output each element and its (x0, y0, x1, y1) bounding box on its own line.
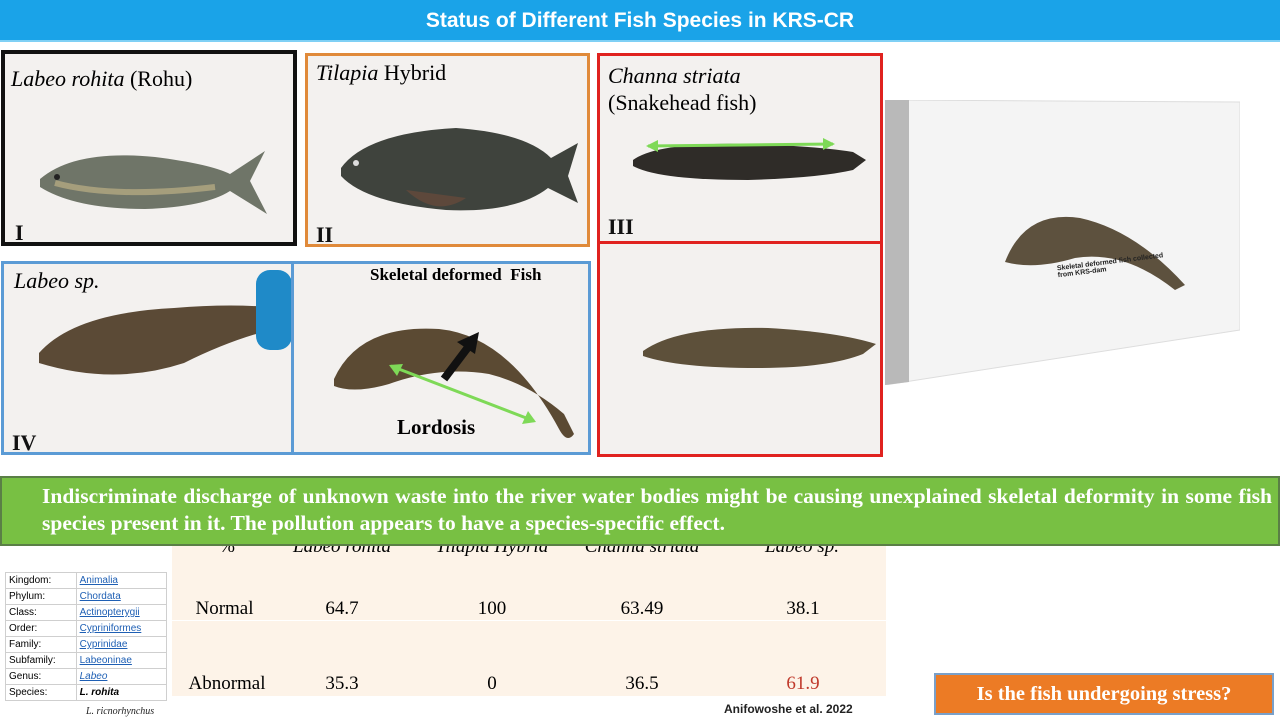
taxonomy-key: Phylum: (5, 588, 77, 605)
panel-label: Labeo rohita (Rohu) (11, 66, 193, 91)
status-table: % Labeo rohita Tilapia Hybrid Channa str… (172, 536, 886, 696)
taxonomy-link[interactable]: Labeo (75, 668, 168, 685)
panel-labeo-sp: Labeo sp. Skeletal deformed Fish Lordosi… (1, 261, 591, 455)
taxonomy-link[interactable]: Actinopterygii (75, 604, 168, 621)
snakehead-fish-image-2 (643, 327, 876, 368)
summary-banner: Indiscriminate discharge of unknown wast… (0, 476, 1280, 546)
panel-tilapia: Tilapia Hybrid II (305, 53, 590, 247)
taxonomy-link[interactable]: Labeoninae (75, 652, 168, 669)
deformed-fish-image (334, 328, 574, 438)
taxonomy-table: Kingdom: Animalia Phylum: Chordata Class: A… (5, 572, 168, 701)
taxonomy-link[interactable]: Chordata (75, 588, 168, 605)
panel-number: I (15, 220, 24, 245)
taxonomy-row: Order: Cypriniformes (5, 620, 168, 637)
cell-abnormal-labeo-sp: 61.9 (786, 673, 820, 694)
cell-normal-labeo-sp: 38.1 (786, 598, 820, 619)
row-label-normal: Normal (195, 598, 254, 619)
taxonomy-caption: L. ricnorhynchus (86, 706, 155, 717)
taxonomy-value: L. rohita (75, 684, 168, 701)
snakehead-fish-image (633, 138, 866, 180)
cell-normal-labeo-rohita: 64.7 (325, 598, 359, 619)
taxonomy-row: Family: Cyprinidae (5, 636, 168, 653)
taxonomy-row: Class: Actinopterygii (5, 604, 168, 621)
cell-abnormal-channa: 36.5 (625, 673, 659, 694)
taxonomy-row: Species: L. rohita (5, 684, 168, 701)
taxonomy-key: Genus: (5, 668, 77, 685)
panel-number: II (316, 222, 334, 247)
taxonomy-row: Subfamily: Labeoninae (5, 652, 168, 669)
taxonomy-link[interactable]: Cypriniformes (75, 620, 168, 637)
cell-abnormal-tilapia: 0 (487, 673, 497, 694)
taxonomy-key: Species: (5, 684, 77, 701)
cell-normal-tilapia: 100 (477, 598, 507, 619)
panel-number: III (608, 214, 634, 239)
deformed-fish-title: Skeletal deformed Fish (370, 265, 542, 284)
taxonomy-link[interactable]: Cyprinidae (75, 636, 168, 653)
panel-label: Tilapia Hybrid (316, 60, 447, 85)
panel-label: Labeo sp. (14, 268, 100, 293)
panel-channa-striata: Channa striata (Snakehead fish) III (597, 53, 883, 457)
panel-labeo-rohita: Labeo rohita (Rohu) I (1, 50, 297, 246)
deformed-fish-photo: Skeletal deformed fish collected from KR… (884, 99, 1241, 386)
row-separator (172, 620, 886, 621)
image-divider (291, 264, 294, 452)
taxonomy-row: Kingdom: Animalia (5, 572, 168, 589)
taxonomy-key: Class: (5, 604, 77, 621)
taxonomy-row: Genus: Labeo (5, 668, 168, 685)
panel-divider (600, 241, 880, 244)
panel-number: IV (12, 430, 37, 455)
cell-normal-channa: 63.49 (620, 598, 664, 619)
row-label-abnormal: Abnormal (188, 673, 266, 694)
cell-abnormal-labeo-rohita: 35.3 (325, 673, 359, 694)
rohu-fish-image (40, 151, 267, 214)
taxonomy-key: Order: (5, 620, 77, 637)
taxonomy-row: Phylum: Chordata (5, 588, 168, 605)
taxonomy-key: Subfamily: (5, 652, 77, 669)
tilapia-fish-image (341, 128, 578, 211)
taxonomy-key: Family: (5, 636, 77, 653)
question-box: Is the fish undergoing stress? (934, 673, 1274, 715)
lordosis-label: Lordosis (397, 415, 476, 439)
slide-title: Status of Different Fish Species in KRS-… (0, 0, 1280, 42)
citation: Anifowoshe et al. 2022 (724, 702, 853, 716)
taxonomy-key: Kingdom: (5, 572, 77, 589)
panel-label: Channa striata (Snakehead fish) (608, 63, 757, 115)
taxonomy-link[interactable]: Animalia (75, 572, 168, 589)
labeo-sp-fish-image (39, 270, 292, 375)
